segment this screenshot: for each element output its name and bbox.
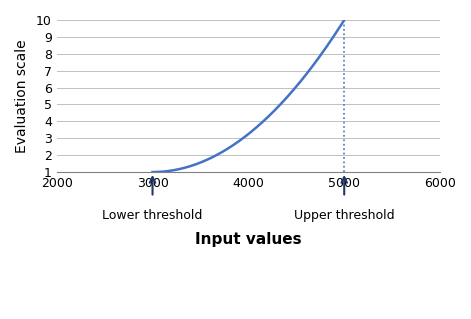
Text: Upper threshold: Upper threshold	[294, 209, 395, 222]
Text: Lower threshold: Lower threshold	[102, 209, 203, 222]
X-axis label: Input values: Input values	[195, 232, 302, 247]
Y-axis label: Evaluation scale: Evaluation scale	[15, 39, 29, 153]
